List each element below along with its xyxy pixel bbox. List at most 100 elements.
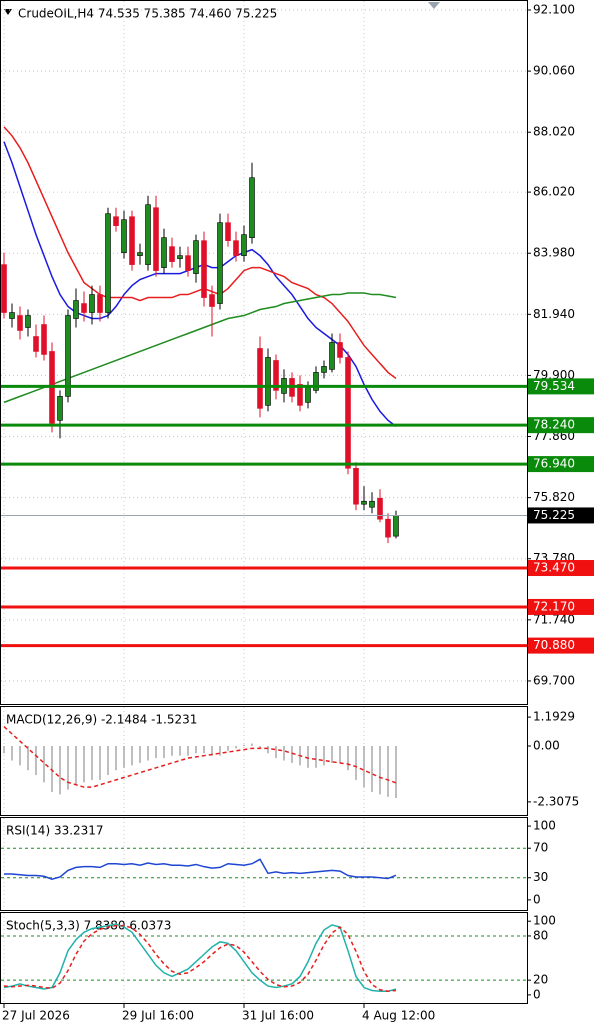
- candle-body: [321, 366, 327, 373]
- x-tick-label: 4 Aug 12:00: [362, 1009, 435, 1023]
- y-tick-label: 71.740: [533, 612, 575, 626]
- candle-body: [361, 500, 367, 505]
- candle-body: [217, 222, 223, 304]
- candle-body: [9, 312, 15, 319]
- candle-body: [193, 240, 199, 274]
- level-label: 76.940: [533, 457, 575, 471]
- panel-frame: [0, 0, 528, 705]
- candle-body: [297, 384, 303, 406]
- panel-frame: [0, 912, 528, 1004]
- candle-body: [273, 360, 279, 391]
- candle-body: [209, 294, 215, 307]
- y-tick-label: 1.1929: [533, 710, 575, 724]
- candle-body: [185, 255, 191, 271]
- y-tick-label: 86.020: [533, 185, 575, 199]
- level-label: 78.240: [533, 418, 575, 432]
- candle-body: [225, 222, 231, 241]
- candle-body: [129, 216, 135, 265]
- y-tick-label: 100: [533, 914, 556, 928]
- indicator-line: [3, 923, 397, 992]
- candle-body: [241, 234, 247, 256]
- y-tick-label: 0: [533, 892, 541, 906]
- level-label: 70.880: [533, 638, 575, 652]
- candle-body: [337, 342, 343, 358]
- candle-body: [97, 294, 103, 313]
- candle-body: [65, 315, 71, 397]
- candle-body: [385, 518, 391, 538]
- y-tick-label: 70: [533, 841, 548, 855]
- level-box: [528, 378, 594, 395]
- candle-body: [393, 515, 399, 537]
- indicator-line: [3, 924, 397, 992]
- y-tick-label: 81.940: [533, 307, 575, 321]
- candle-body: [313, 372, 319, 391]
- y-tick-label: 80: [533, 928, 548, 942]
- y-tick-label: 83.980: [533, 246, 575, 260]
- level-box: [528, 456, 594, 473]
- y-tick-label: 0.00: [533, 738, 560, 752]
- y-tick-label: 90.060: [533, 64, 575, 78]
- candle-body: [137, 252, 143, 256]
- y-tick-label: 88.020: [533, 125, 575, 139]
- y-tick-label: 20: [533, 973, 548, 987]
- candle-body: [161, 237, 167, 268]
- level-box: [528, 598, 594, 615]
- y-tick-label: 30: [533, 870, 548, 884]
- candle-body: [329, 342, 335, 370]
- y-tick-label: 69.700: [533, 673, 575, 687]
- candle-body: [73, 300, 79, 319]
- candle-body: [145, 204, 151, 265]
- level-label: 72.170: [533, 599, 575, 613]
- level-label: 79.534: [533, 379, 575, 393]
- y-tick-label: 0: [533, 987, 541, 1001]
- last-price-label: 75.225: [533, 508, 575, 522]
- y-tick-label: -2.3075: [533, 794, 579, 808]
- scroll-marker: [428, 2, 440, 9]
- panel-frame: [0, 817, 528, 911]
- candle-body: [201, 240, 207, 298]
- indicator-line: [3, 141, 397, 427]
- x-tick-label: 29 Jul 16:00: [122, 1009, 194, 1023]
- candle-body: [121, 219, 127, 253]
- panel-frame: [0, 706, 528, 816]
- y-tick-label: 100: [533, 819, 556, 833]
- y-tick-label: 92.100: [533, 3, 575, 17]
- indicator-line: [3, 726, 397, 788]
- candle-body: [41, 324, 47, 355]
- candle-body: [305, 387, 311, 403]
- candle-body: [89, 294, 95, 313]
- candle-body: [57, 396, 63, 421]
- candle-body: [33, 336, 39, 352]
- panel-title: MACD(12,26,9) -2.1484 -1.5231: [6, 713, 197, 727]
- panel-title: CrudeOIL,H4 74.535 75.385 74.460 75.225: [18, 7, 277, 21]
- level-box: [528, 560, 594, 577]
- level-box: [528, 417, 594, 434]
- candle-body: [353, 467, 359, 505]
- candle-body: [105, 213, 111, 313]
- candle-body: [249, 177, 255, 238]
- panel-title: Stoch(5,3,3) 7.8380 6.0373: [6, 919, 171, 933]
- candle-body: [1, 264, 7, 313]
- indicator-line: [3, 126, 397, 380]
- level-label: 73.470: [533, 561, 575, 575]
- panel-title: RSI(14) 33.2317: [6, 824, 104, 838]
- candle-body: [265, 357, 271, 406]
- candle-body: [153, 207, 159, 271]
- candle-body: [369, 500, 375, 508]
- x-tick-label: 27 Jul 2026: [2, 1009, 70, 1023]
- last-price-box: [528, 507, 594, 524]
- candle-body: [25, 315, 31, 328]
- indicator-line: [4, 858, 397, 881]
- level-box: [528, 637, 594, 654]
- candle-body: [257, 348, 263, 409]
- x-tick-label: 31 Jul 16:00: [242, 1009, 314, 1023]
- candle-body: [377, 497, 383, 520]
- candle-body: [17, 315, 23, 331]
- candle-body: [169, 246, 175, 262]
- candle-body: [81, 303, 87, 313]
- candle-body: [233, 240, 239, 256]
- candle-body: [113, 216, 119, 226]
- candle-body: [345, 357, 351, 469]
